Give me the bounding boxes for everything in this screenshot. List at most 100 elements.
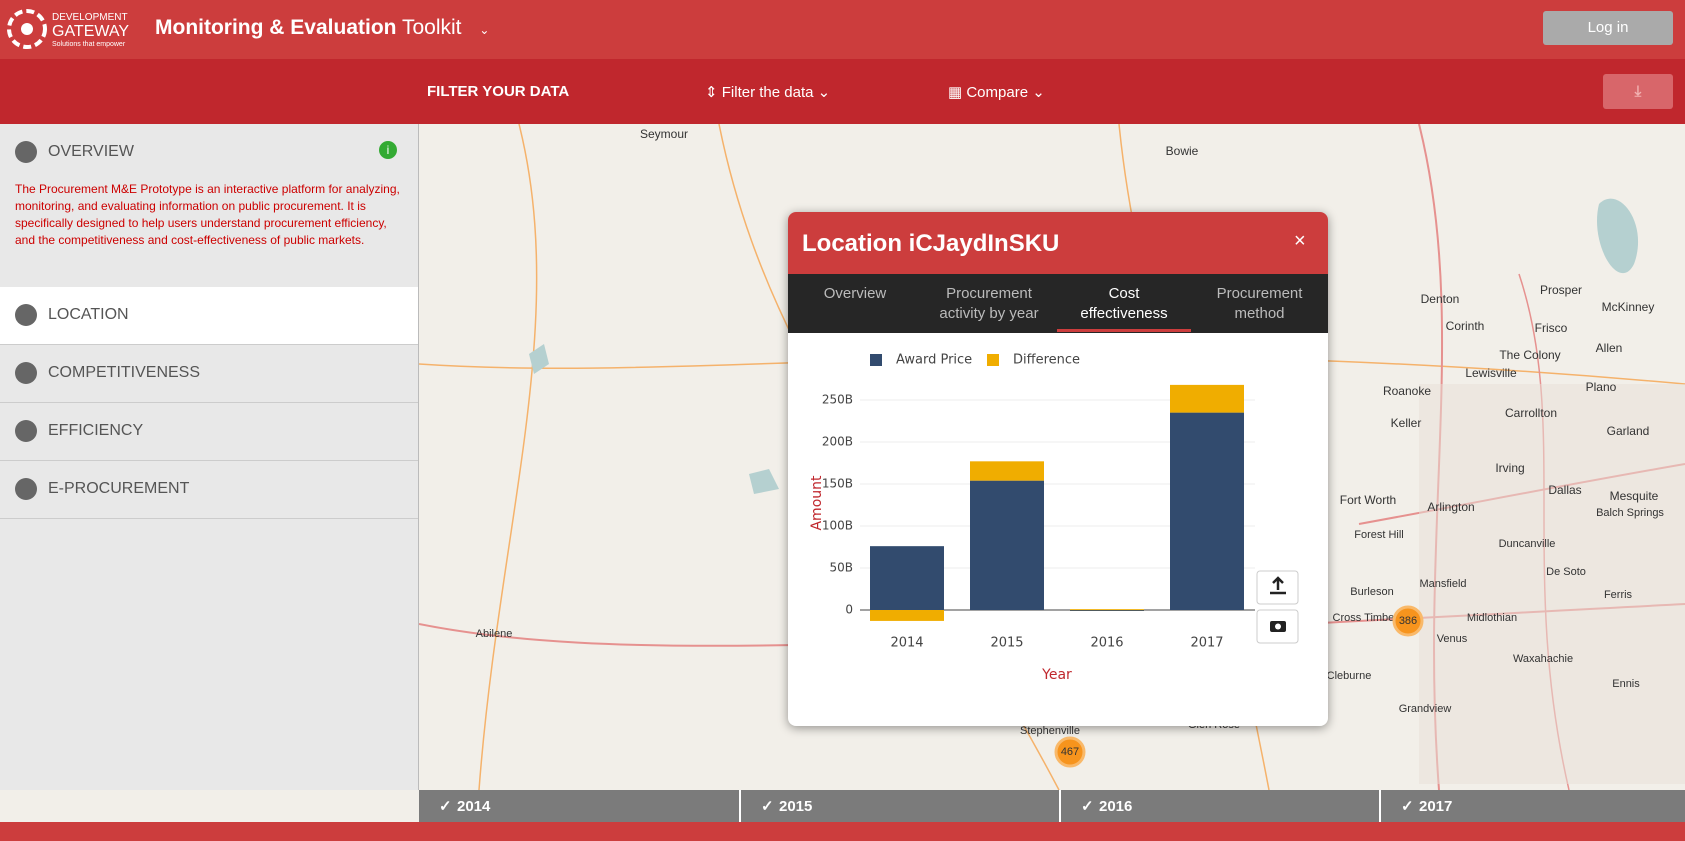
year-label: 2014 <box>457 798 491 815</box>
year-label: 2015 <box>779 798 813 815</box>
year-label: 2017 <box>1419 798 1453 815</box>
logo-line: DEVELOPMENT <box>52 12 128 23</box>
bar <box>970 480 1044 610</box>
bar <box>870 546 944 610</box>
info-icon[interactable]: i <box>379 141 397 159</box>
map-label: Ennis <box>1612 678 1640 690</box>
map-label: Duncanville <box>1499 538 1556 550</box>
y-tick-label: 0 <box>845 603 853 617</box>
eprocurement-section[interactable]: E-PROCUREMENT <box>0 461 418 519</box>
map-label: Plano <box>1586 380 1617 394</box>
popup-title: Location iCJaydInSKU <box>802 230 1060 257</box>
title-rest: Toolkit <box>401 16 462 39</box>
compare-menu[interactable]: ▦ Compare ⌄ <box>948 84 1045 101</box>
tab-underline <box>1057 329 1191 332</box>
map-label: Prosper <box>1540 283 1582 297</box>
cluster-marker[interactable] <box>1392 605 1424 637</box>
tab[interactable]: Procurement activity by year <box>939 285 1039 322</box>
map-label: Mansfield <box>1419 578 1466 590</box>
footer <box>0 822 1685 841</box>
map-label: Waxahachie <box>1513 653 1573 665</box>
cluster-count: 386 <box>1399 615 1417 627</box>
map-label: Balch Springs <box>1596 507 1664 519</box>
check-icon: ✓ <box>439 798 452 815</box>
tab[interactable]: Overview <box>823 285 887 302</box>
map-label: Stephenville <box>1020 725 1080 737</box>
efficiency-section[interactable]: EFFICIENCY <box>0 403 418 461</box>
x-axis-title: Year <box>1041 667 1072 683</box>
map: Seymour Bowie Denton Prosper McKinney Corinth… <box>419 124 1685 790</box>
tab-bar <box>788 274 1328 333</box>
map-label: Seymour <box>640 127 688 141</box>
map-label: Lewisville <box>1465 366 1517 380</box>
filter-menu[interactable]: ⇕ Filter the data ⌄ <box>705 84 831 101</box>
map-label: De Soto <box>1546 566 1586 578</box>
y-tick-label: 100B <box>822 519 853 533</box>
y-axis-title: Amount <box>809 475 825 531</box>
competitiveness-section[interactable]: COMPETITIVENESS <box>0 345 418 403</box>
sidebar: OVERVIEW i The Procurement M&E Prototype… <box>0 124 419 790</box>
download-button[interactable]: ⤓ <box>1603 74 1673 109</box>
x-tick-label: 2016 <box>1090 636 1123 651</box>
timeline: ✓ 2014 ✓ 2015 ✓ 2016 ✓ 2017 <box>419 790 1685 822</box>
overview-section[interactable]: OVERVIEW i The Procurement M&E Prototype… <box>0 124 418 288</box>
bar <box>970 461 1044 481</box>
timeline-year[interactable]: ✓ 2016 <box>1059 790 1379 822</box>
timeline-year[interactable]: ✓ 2015 <box>739 790 1059 822</box>
map-label: Cross Timbers <box>1333 612 1404 624</box>
title-bold: Monitoring & Evaluation <box>155 16 397 39</box>
timeline-year[interactable]: ✓ 2014 <box>419 790 737 822</box>
map-label: Burleson <box>1350 586 1393 598</box>
x-tick-label: 2015 <box>990 636 1023 651</box>
map-label: Ferris <box>1604 589 1633 601</box>
map-label: Allen <box>1596 341 1623 355</box>
map-label: Cleburne <box>1327 670 1372 682</box>
section-label: EFFICIENCY <box>48 422 144 439</box>
map-label: Denton <box>1421 292 1460 306</box>
map-label: Mesquite <box>1610 489 1659 503</box>
map-label: McKinney <box>1602 300 1655 314</box>
map-label: Midlothian <box>1467 612 1517 624</box>
x-tick-label: 2014 <box>890 636 923 651</box>
close-button[interactable]: × <box>1294 230 1306 252</box>
description: The Procurement M&E Prototype is an inte… <box>15 182 400 247</box>
map-label: Corinth <box>1446 319 1485 333</box>
cluster-count: 467 <box>1061 746 1079 758</box>
tab[interactable]: Procurement method <box>1216 285 1303 322</box>
bar <box>1170 412 1244 610</box>
filter-bar: FILTER YOUR DATA ⇕ Filter the data ⌄ ▦ C… <box>0 59 1685 124</box>
map-label: Carrollton <box>1505 406 1557 420</box>
bar <box>1170 384 1244 413</box>
y-tick-label: 50B <box>829 561 853 575</box>
logo-tagline: Solutions that empower <box>52 41 126 48</box>
popup-header: Location iCJaydInSKU × <box>788 212 1328 274</box>
map-label: Dallas <box>1548 483 1581 497</box>
timeline-year[interactable]: ✓ 2017 <box>1379 790 1685 822</box>
cluster-marker[interactable] <box>1054 736 1086 768</box>
map-label: Frisco <box>1535 321 1568 335</box>
x-tick-label: 2017 <box>1190 636 1223 651</box>
tab-active[interactable]: Cost effectiveness <box>1080 285 1168 322</box>
map-label: Forest Hill <box>1354 529 1404 541</box>
location-section[interactable]: LOCATION <box>0 287 418 345</box>
check-icon: ✓ <box>1401 798 1414 815</box>
map-label: Venus <box>1437 633 1468 645</box>
logo-line: GATEWAY <box>52 23 130 40</box>
map-label: Grandview <box>1399 703 1452 715</box>
check-icon: ✓ <box>761 798 774 815</box>
bar <box>1070 609 1144 611</box>
y-tick-label: 200B <box>822 435 853 449</box>
logo-icon <box>7 9 47 49</box>
map-label: Keller <box>1391 416 1422 430</box>
chart: 0 50B 100B 150B 200B 250B 2014 2015 2016 2017 Year… <box>809 353 1299 683</box>
section-label: OVERVIEW <box>48 143 134 160</box>
filter-text: Filter the data <box>721 84 814 101</box>
section-label: LOCATION <box>48 306 129 323</box>
login-button[interactable]: Log in <box>1543 11 1673 45</box>
header: DEVELOPMENT GATEWAY Solutions that empower… <box>0 0 1685 59</box>
legend-swatch <box>987 354 999 366</box>
map-label: Abilene <box>476 628 513 640</box>
map-label: Roanoke <box>1383 384 1431 398</box>
y-tick-label: 250B <box>822 393 853 407</box>
